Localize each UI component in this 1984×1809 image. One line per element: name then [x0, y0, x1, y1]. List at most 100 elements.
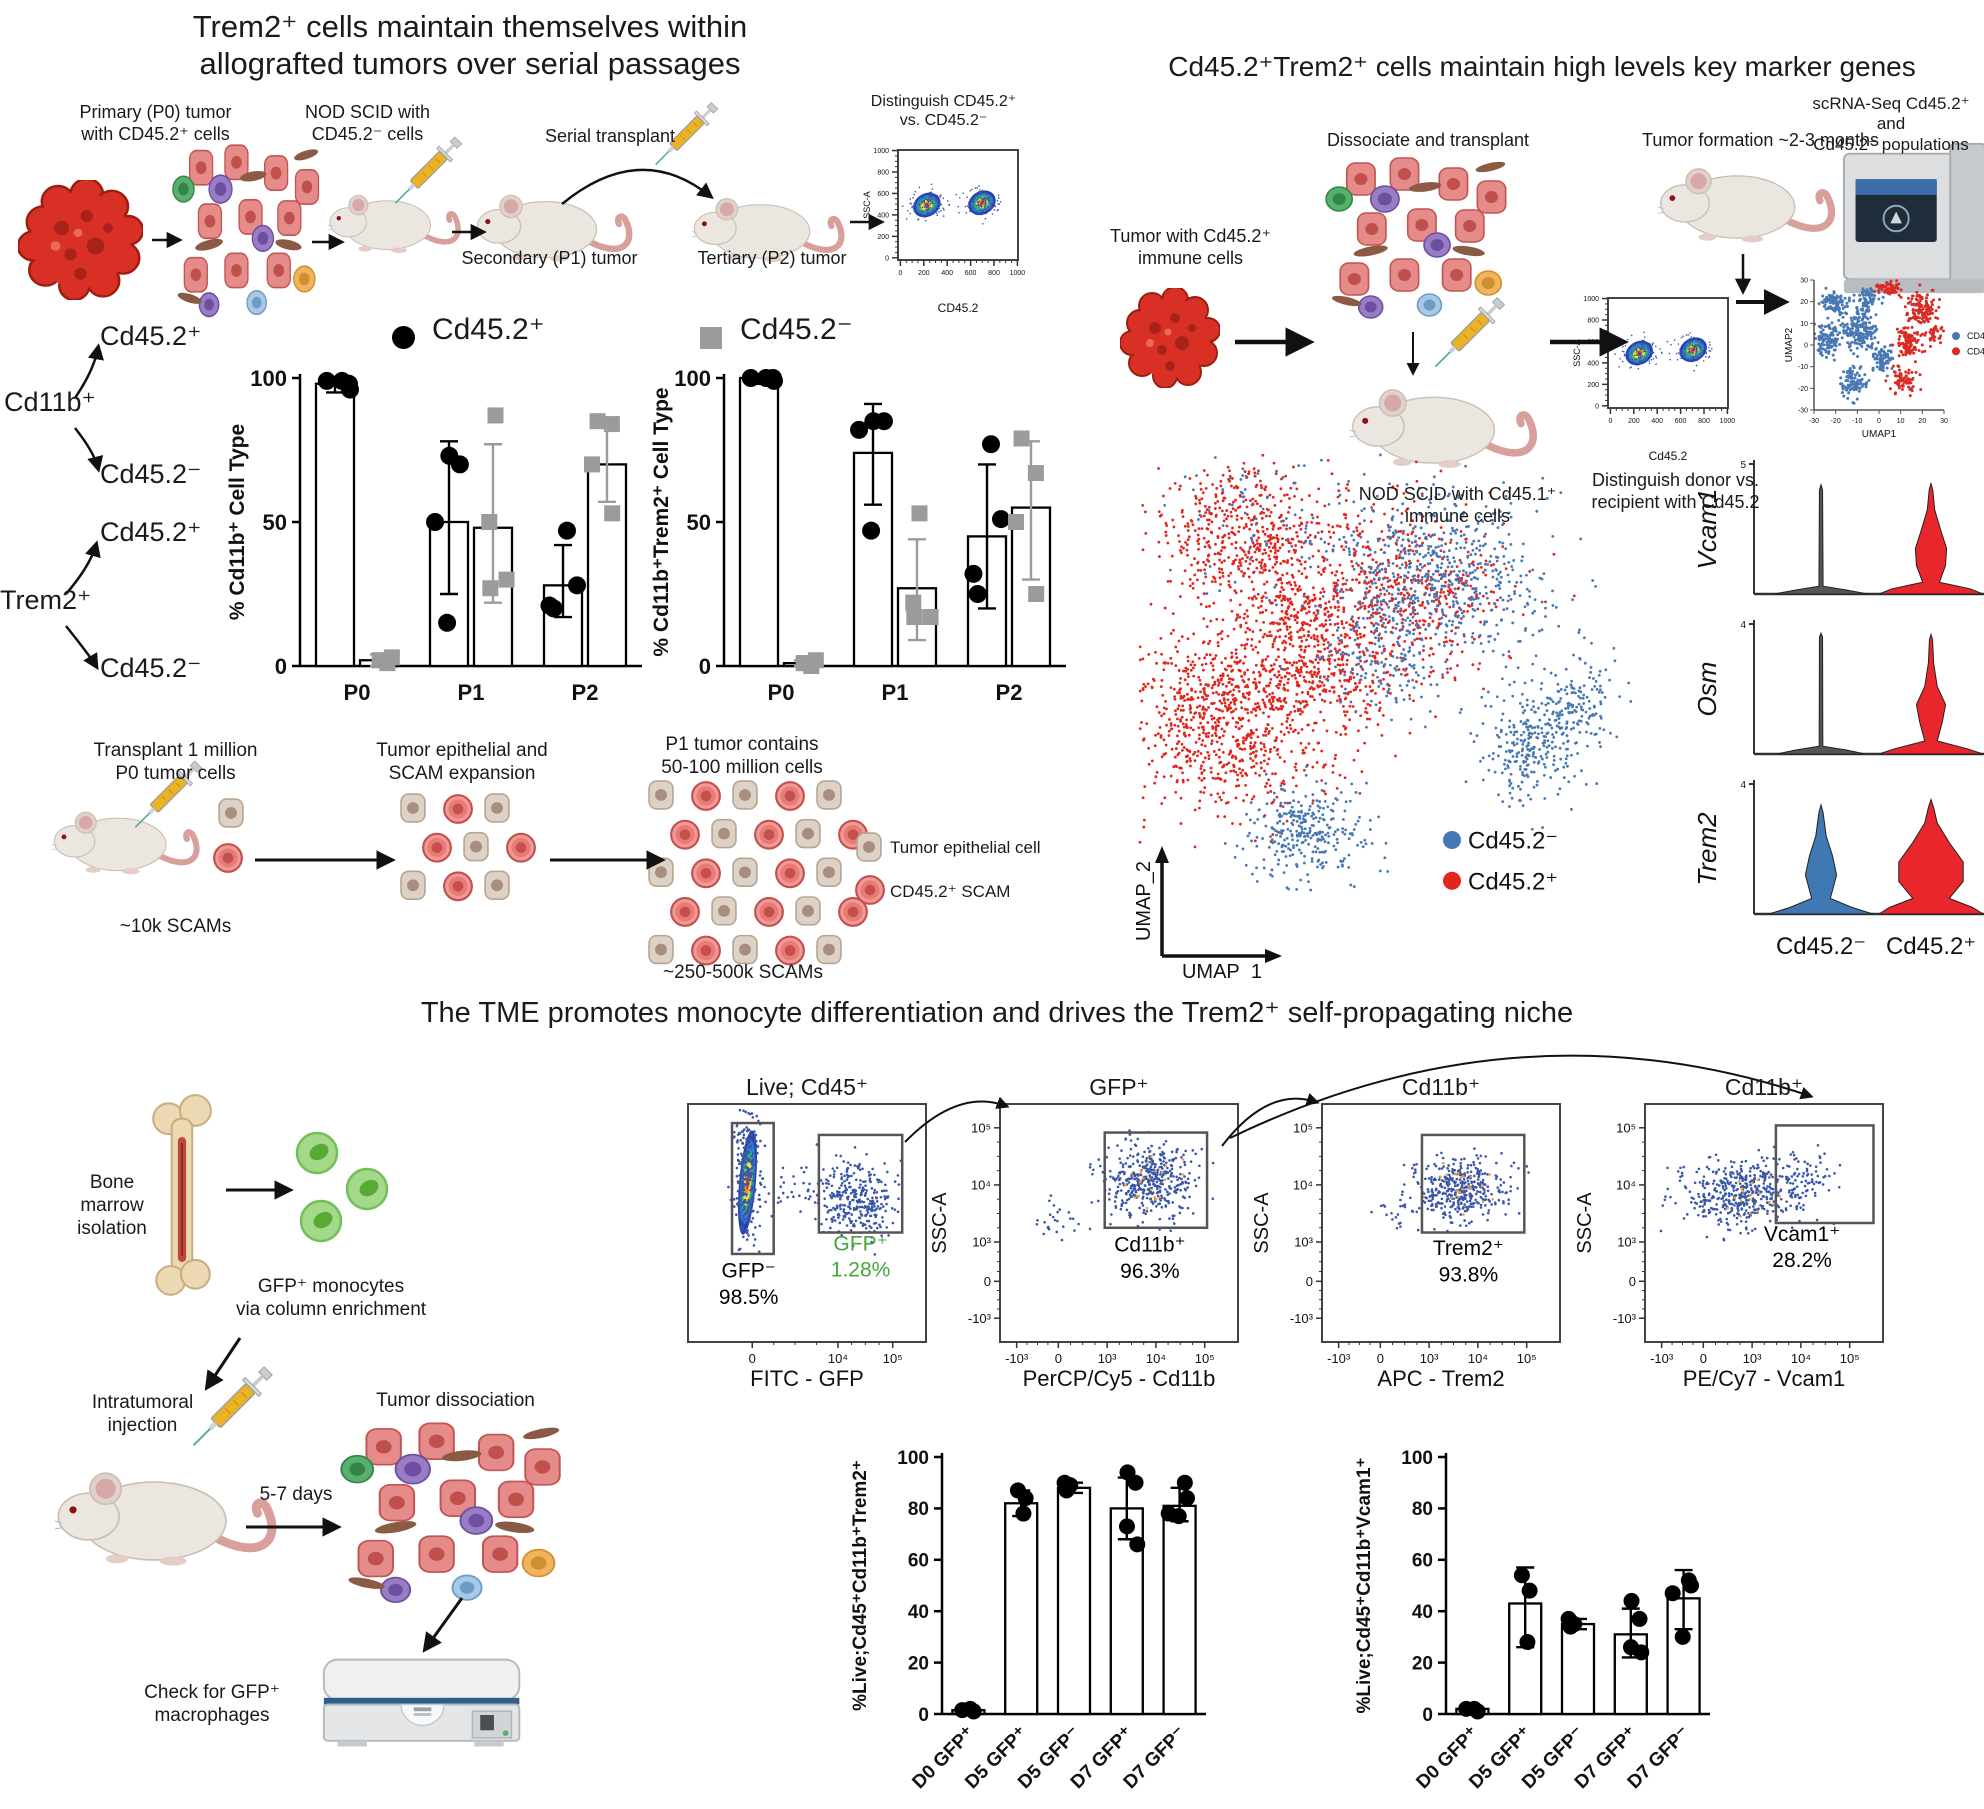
svg-text:0: 0: [1877, 418, 1881, 425]
svg-text:50: 50: [687, 510, 711, 535]
primary-tumor-label: Primary (P0) tumor with CD45.2⁺ cells: [79, 102, 232, 144]
svg-text:-10: -10: [1798, 364, 1808, 371]
legend-epithelial-icon: [856, 832, 882, 862]
svg-text:100: 100: [250, 366, 287, 391]
svg-text:200: 200: [877, 234, 889, 241]
svg-text:400: 400: [941, 270, 953, 277]
legend-scam-label: CD45.2⁺ SCAM: [890, 882, 1011, 901]
gfp-monocyte-icon: [295, 1131, 339, 1175]
tumor-cd452-icon: [1120, 288, 1220, 388]
svg-text:1000: 1000: [1720, 418, 1736, 425]
svg-text:SSC-A: SSC-A: [862, 191, 872, 219]
flow-plot-vcam1: Vcam1⁺ 28.2% -10³ 0 10³ 10⁴ 10⁵ PE/Cy7 - Vcam1 1…: [1575, 1076, 1905, 1392]
flow-plot-trem2: Trem2⁺ 93.8% -10³ 0 10³ 10⁴ 10⁵ APC - Trem2 10⁵ 1…: [1252, 1076, 1582, 1392]
panel-c-title: The TME promotes monocyte differentiatio…: [420, 997, 1574, 1029]
p1-contains-label: P1 tumor contains 50-100 million cells: [661, 734, 823, 778]
svg-text:600: 600: [965, 270, 977, 277]
scam-250k-label: ~250-500k SCAMs: [663, 962, 823, 983]
svg-text:0: 0: [1595, 403, 1599, 410]
nod-scid-451-label: NOD SCID with Cd45.1⁺ immune cells: [1358, 484, 1557, 526]
dissociate-label: Dissociate and transplant: [1326, 130, 1530, 150]
tree-cd11b-pos-label: Cd45.2⁺: [100, 321, 202, 351]
svg-text:0: 0: [898, 270, 902, 277]
tree-trem2-pos-label: Cd45.2⁺: [100, 517, 202, 547]
svg-text:100: 100: [674, 366, 711, 391]
svg-text:SSC-A: SSC-A: [1572, 339, 1582, 367]
svg-text:800: 800: [877, 170, 889, 177]
svg-text:0: 0: [275, 654, 287, 679]
svg-text:0: 0: [1804, 343, 1808, 350]
svg-text:CD45.2⁻: CD45.2⁻: [1967, 347, 1984, 357]
expansion-label: Tumor epithelial and SCAM expansion: [376, 740, 548, 784]
svg-text:0: 0: [699, 654, 711, 679]
tumor-dissociation-label: Tumor dissociation: [376, 1390, 535, 1411]
flow-plot-live: GFP⁻ 98.5% GFP⁺ 1.28% 0 10⁴ 10⁵ FITC - GFP: [618, 1076, 948, 1392]
nod-scid-label: NOD SCID with CD45.2⁻ cells: [304, 102, 430, 144]
svg-text:200: 200: [1628, 418, 1640, 425]
scrna-seq-label: scRNA-Seq Cd45.2⁺ and Cd45.2⁻ population…: [1812, 94, 1970, 154]
svg-text:P2: P2: [996, 680, 1023, 705]
chart-pct-cd11b: 0 50 100 % Cd11b⁺ Cell Type P0 P1 P2: [226, 352, 656, 724]
intratumoral-label: Intratumoral injection: [91, 1392, 194, 1436]
tumor-formation-mouse-icon: [1653, 169, 1832, 243]
svg-text:600: 600: [1587, 339, 1599, 346]
secondary-tumor-label: Secondary (P1) tumor: [461, 248, 638, 268]
flow-trem2-title: Cd11b⁺: [1401, 1074, 1481, 1100]
dissociated-cells-icon: [172, 144, 320, 318]
svg-text:-10: -10: [1852, 418, 1862, 425]
tumor-dissociation-icon: [340, 1422, 562, 1604]
svg-text:-30: -30: [1809, 418, 1819, 425]
flow-plot-distinguish-b: 0 200 400 600 800 1000 Cd45.2 1000 800 600 400 200 0…: [1566, 284, 1741, 466]
serial-transplant-label: Serial transplant: [544, 126, 676, 146]
tree-trem2-neg-label: Cd45.2⁻: [100, 653, 202, 683]
legend-cd452pos-marker: [392, 326, 415, 349]
svg-text:20: 20: [1800, 299, 1808, 306]
bone-marrow-label: Bone marrow isolation: [77, 1172, 147, 1239]
svg-text:30: 30: [1800, 278, 1808, 285]
panel-b-title: Cd45.2⁺Trem2⁺ cells maintain high levels…: [1168, 51, 1916, 82]
svg-text:-30: -30: [1798, 408, 1808, 415]
svg-text:10: 10: [1800, 321, 1808, 328]
svg-text:800: 800: [1587, 318, 1599, 325]
flow-plot-gfp: Cd11b⁺ 96.3% -10³ 0 10³ 10⁴ 10⁵ PerCP/Cy5 - Cd1…: [930, 1076, 1260, 1392]
legend-cd452neg-label: Cd45.2⁻: [740, 313, 853, 346]
legend-cd452pos-label: Cd45.2⁺: [432, 313, 545, 346]
svg-text:UMAP1: UMAP1: [1862, 429, 1897, 440]
flow-plot-distinguish-a: 0 200 400 600 800 1000 CD45.2 1000 800 600 400 200 0…: [856, 136, 1031, 318]
tumor-cd452-label: Tumor with Cd45.2⁺ immune cells: [1110, 226, 1271, 268]
svg-text:P0: P0: [344, 680, 371, 705]
flow-live-title: Live; Cd45⁺: [745, 1074, 869, 1100]
flow-a-title: Distinguish CD45.2⁺ vs. CD45.2⁻: [870, 93, 1017, 130]
distinguish-donor-label: Distinguish donor vs. recipient with Cd4…: [1591, 470, 1760, 512]
flow-gfp-title: GFP⁺: [1089, 1074, 1149, 1100]
svg-text:P1: P1: [882, 680, 909, 705]
scam-10k-label: ~10k SCAMs: [119, 916, 232, 937]
svg-text:-20: -20: [1831, 418, 1841, 425]
svg-text:1000: 1000: [873, 148, 889, 155]
svg-text:CD45.2⁺: CD45.2⁺: [1967, 331, 1984, 341]
violin-plots: 5 Vcam1 4 Osm 4 Trem2 Cd45.2⁻ Cd45.2⁺: [1686, 452, 1984, 982]
transplant-million-label: Transplant 1 million P0 tumor cells: [93, 740, 258, 784]
svg-text:0: 0: [1608, 418, 1612, 425]
svg-text:400: 400: [1587, 360, 1599, 367]
svg-text:CD45.2: CD45.2: [938, 301, 979, 315]
svg-text:600: 600: [877, 191, 889, 198]
umap-small-plot: -30 -30 -20 -20 -10 -10 0 0 10 10 20 20 30 30 UMAP1 UMA…: [1778, 270, 1984, 465]
svg-text:800: 800: [1698, 418, 1710, 425]
chart-live-trem2: 0 20 40 60 80 100 %Live;Cd45⁺Cd11b⁺Trem2⁺ D0 GF…: [848, 1425, 1220, 1809]
svg-text:400: 400: [877, 212, 889, 219]
chart-pct-cd11b-trem2: 0 50 100% Cd11b⁺Trem2⁺ Cell Type P0 P1 P2: [650, 352, 1080, 724]
svg-text:200: 200: [918, 270, 930, 277]
days-label: 5-7 days: [259, 1484, 333, 1505]
svg-text:0: 0: [885, 255, 889, 262]
epithelial-cell-icon: [218, 798, 244, 828]
nod-scid-mouse-icon: [324, 195, 458, 253]
umap-large-plot: UMAP_2 UMAP_1 Cd45.2⁻ Cd45.2⁺: [1122, 448, 1672, 978]
svg-text:600: 600: [1675, 418, 1687, 425]
svg-text:30: 30: [1940, 418, 1948, 425]
chart-live-vcam1: 0 20 40 60 80 100 %Live;Cd45⁺Cd11b⁺Vcam1⁺ D0 GF…: [1352, 1425, 1724, 1809]
transplant-mouse-icon: [48, 812, 197, 874]
legend-scam-icon: [855, 875, 885, 905]
legend-epithelial-label: Tumor epithelial cell: [890, 838, 1041, 857]
